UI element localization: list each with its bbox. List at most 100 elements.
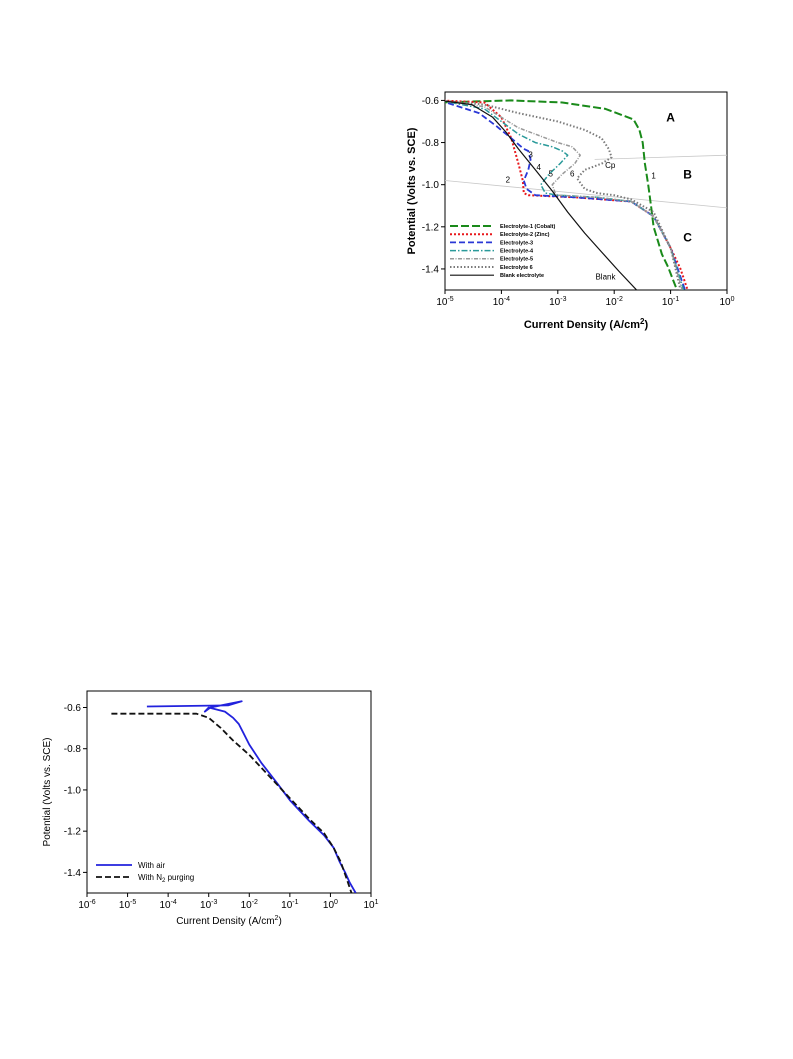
x-tick-base: 10 bbox=[281, 900, 293, 911]
x-axis-label-sup: 2 bbox=[640, 317, 645, 326]
y-tick-label: -1.2 bbox=[64, 827, 82, 838]
legend-label-electrolyte-5: Electrolyte-5 bbox=[500, 257, 533, 263]
y-tick-label: -0.8 bbox=[64, 744, 82, 755]
x-tick-base: 10 bbox=[241, 900, 253, 911]
series-electrolyte-4 bbox=[445, 100, 685, 290]
x-tick-exponent: -1 bbox=[292, 899, 298, 906]
series-curves bbox=[111, 700, 357, 893]
y-tick-label: -1.0 bbox=[64, 785, 82, 796]
annotation-6: 6 bbox=[570, 169, 575, 178]
x-tick-exponent: -4 bbox=[171, 899, 177, 906]
x-tick-base: 10 bbox=[436, 297, 448, 308]
series-with-air bbox=[146, 700, 357, 893]
x-tick-base: 10 bbox=[119, 900, 131, 911]
y-axis-label: Potential (Volts vs. SCE) bbox=[42, 738, 53, 847]
x-tick-label: 10-2 bbox=[241, 899, 258, 911]
x-axis-label-close: ) bbox=[278, 916, 281, 927]
x-tick-label: 10-3 bbox=[200, 899, 217, 911]
x-tick-label: 10-2 bbox=[606, 296, 623, 308]
x-tick-label: 10-1 bbox=[662, 296, 679, 308]
y-tick-label: -0.6 bbox=[422, 96, 440, 107]
x-tick-label: 10-4 bbox=[159, 899, 176, 911]
series-electrolyte-5 bbox=[445, 100, 683, 290]
x-tick-label: 10-5 bbox=[119, 899, 136, 911]
annotation-c: C bbox=[683, 231, 692, 245]
legend: Electrolyte-1 (Cobalt) Electrolyte-2 (Zin… bbox=[450, 224, 555, 279]
x-tick-exponent: 0 bbox=[334, 899, 338, 906]
annotation-1: 1 bbox=[651, 171, 656, 180]
x-tick-exponent: 0 bbox=[731, 296, 735, 303]
y-axis-ticks: -0.6 -0.8 -1.0 -1.2 -1.4 bbox=[64, 703, 87, 879]
x-tick-exponent: -5 bbox=[130, 899, 136, 906]
annotation-5: 5 bbox=[549, 169, 554, 178]
y-tick-label: -1.4 bbox=[64, 868, 82, 879]
legend-label-electrolyte-1-cobalt: Electrolyte-1 (Cobalt) bbox=[500, 224, 555, 230]
region-boundary-line bbox=[594, 154, 727, 160]
x-tick-base: 10 bbox=[159, 900, 171, 911]
x-axis-ticks: 10-5 10-4 10-3 10-2 10-1 100 bbox=[436, 290, 735, 308]
x-tick-label: 100 bbox=[323, 899, 338, 911]
x-axis-label-main: Current Density (A/cm bbox=[176, 916, 274, 927]
polarization-chart-air-vs-n2: 10-6 10-5 10-4 10-3 10-2 10-1 100 101 -0.6-0.8-… bbox=[42, 690, 379, 927]
x-tick-label: 10-1 bbox=[281, 899, 298, 911]
x-tick-label: 10-3 bbox=[549, 296, 566, 308]
x-axis-ticks: 10-6 10-5 10-4 10-3 10-2 10-1 100 101 bbox=[78, 893, 379, 911]
legend-label-electrolyte-3: Electrolyte-3 bbox=[500, 240, 533, 246]
x-tick-exponent: -1 bbox=[673, 296, 679, 303]
x-tick-base: 10 bbox=[493, 297, 505, 308]
series-electrolyte-1-cobalt bbox=[445, 99, 678, 290]
series-curves bbox=[445, 99, 689, 290]
x-tick-base: 10 bbox=[719, 297, 731, 308]
legend-label-blank-electrolyte: Blank electrolyte bbox=[500, 273, 544, 279]
y-tick-label: -1.4 bbox=[422, 264, 440, 275]
x-tick-label: 100 bbox=[719, 296, 734, 308]
polarization-chart-electrolytes: 10-5 10-4 10-3 10-2 10-1 100 -0.6-0.8-1.0-1.2… bbox=[406, 91, 735, 331]
region-boundary-lines bbox=[445, 154, 727, 209]
x-tick-exponent: -3 bbox=[560, 296, 566, 303]
x-tick-exponent: -3 bbox=[211, 899, 217, 906]
y-tick-label: -0.8 bbox=[422, 138, 440, 149]
y-tick-label: -0.6 bbox=[64, 703, 82, 714]
y-tick-label: -1.0 bbox=[422, 180, 440, 191]
x-tick-label: 10-6 bbox=[78, 899, 95, 911]
plot-frame bbox=[86, 690, 372, 894]
x-tick-base: 10 bbox=[78, 900, 90, 911]
series-with-n2-purging bbox=[111, 712, 353, 893]
annotation-4: 4 bbox=[537, 163, 542, 172]
annotations: A B C Cp 1 2 345 6 Blank bbox=[506, 110, 693, 281]
x-axis-label-close: ) bbox=[644, 319, 648, 331]
y-tick-label: -1.2 bbox=[422, 222, 440, 233]
y-axis-ticks: -0.6 -0.8 -1.0 -1.2 -1.4 bbox=[422, 96, 445, 275]
x-tick-base: 10 bbox=[363, 900, 375, 911]
y-axis-label: Potential (Volts vs. SCE) bbox=[406, 127, 418, 254]
legend-label-electrolyte-2-zinc: Electrolyte-2 (Zinc) bbox=[500, 232, 550, 238]
x-tick-exponent: -4 bbox=[504, 296, 510, 303]
x-tick-base: 10 bbox=[549, 297, 561, 308]
x-tick-exponent: -2 bbox=[617, 296, 623, 303]
legend-label-electrolyte-4: Electrolyte-4 bbox=[500, 249, 534, 255]
annotation-a: A bbox=[666, 110, 675, 124]
legend-label-electrolyte-6: Electrolyte 6 bbox=[500, 265, 533, 271]
plot-frame bbox=[444, 91, 728, 291]
region-boundary-line bbox=[445, 180, 727, 209]
annotation-blank: Blank bbox=[595, 272, 616, 281]
x-tick-exponent: 1 bbox=[375, 899, 379, 906]
annotation-3: 3 bbox=[528, 150, 533, 159]
x-tick-exponent: -5 bbox=[447, 296, 453, 303]
x-axis-label: Current Density (A/cm2) bbox=[176, 915, 282, 927]
x-tick-base: 10 bbox=[200, 900, 212, 911]
x-tick-base: 10 bbox=[662, 297, 674, 308]
x-tick-exponent: -2 bbox=[252, 899, 258, 906]
x-tick-exponent: -6 bbox=[89, 899, 95, 906]
legend: With air With N2 purging bbox=[96, 861, 194, 884]
x-tick-base: 10 bbox=[323, 900, 335, 911]
annotation-b: B bbox=[683, 167, 692, 181]
x-axis-label-main: Current Density (A/cm bbox=[524, 319, 640, 331]
x-tick-label: 101 bbox=[363, 899, 378, 911]
annotation-2: 2 bbox=[506, 176, 511, 185]
series-blank-electrolyte bbox=[445, 100, 638, 290]
x-axis-label-sup: 2 bbox=[275, 915, 279, 922]
legend-label-with-n2-purging: With N2 purging bbox=[138, 873, 194, 884]
annotation-cp: Cp bbox=[605, 161, 616, 170]
x-tick-label: 10-4 bbox=[493, 296, 510, 308]
